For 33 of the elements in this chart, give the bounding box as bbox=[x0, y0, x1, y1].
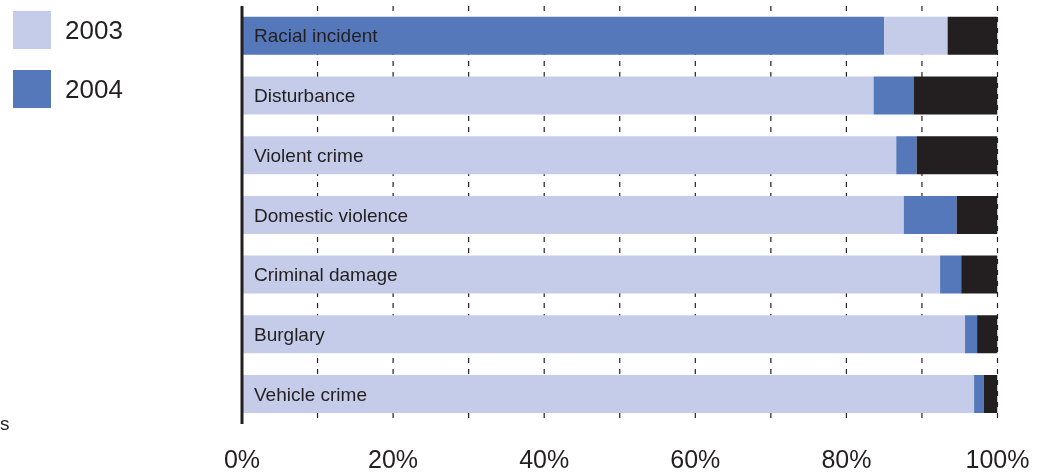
bar bbox=[873, 76, 914, 115]
y-tick-label: Vehicle crime bbox=[254, 383, 367, 405]
x-tick-label: 40% bbox=[519, 445, 570, 473]
bar bbox=[242, 195, 904, 234]
bar bbox=[983, 375, 998, 414]
bar bbox=[947, 16, 998, 55]
y-tick-label: Racial incident bbox=[254, 25, 379, 47]
bar bbox=[977, 315, 998, 354]
x-tick-label: 80% bbox=[821, 445, 872, 473]
bar bbox=[242, 255, 941, 294]
y-tick-label: Domestic violence bbox=[254, 204, 409, 226]
legend-label: 2004 bbox=[65, 73, 123, 105]
bar bbox=[965, 315, 978, 354]
bar bbox=[242, 76, 874, 115]
x-tick-label: 20% bbox=[368, 445, 419, 473]
y-tick-label: Violent crime bbox=[254, 144, 364, 166]
y-tick-label: Criminal damage bbox=[254, 264, 398, 286]
y-tick-label: Disturbance bbox=[254, 85, 356, 107]
bar bbox=[956, 195, 998, 234]
y-tick-label: Burglary bbox=[254, 323, 326, 345]
bar bbox=[242, 375, 975, 414]
legend-label: 2003 bbox=[65, 14, 123, 46]
text: s bbox=[0, 413, 10, 435]
bar bbox=[961, 255, 998, 294]
bar bbox=[242, 136, 897, 175]
bar bbox=[896, 136, 917, 175]
x-tick-label: 100% bbox=[965, 445, 1030, 473]
x-tick-label: 60% bbox=[670, 445, 721, 473]
bar bbox=[242, 315, 966, 354]
bar bbox=[974, 375, 984, 414]
x-tick-label: 0% bbox=[223, 445, 261, 473]
bar bbox=[940, 255, 962, 294]
bar bbox=[903, 195, 957, 234]
